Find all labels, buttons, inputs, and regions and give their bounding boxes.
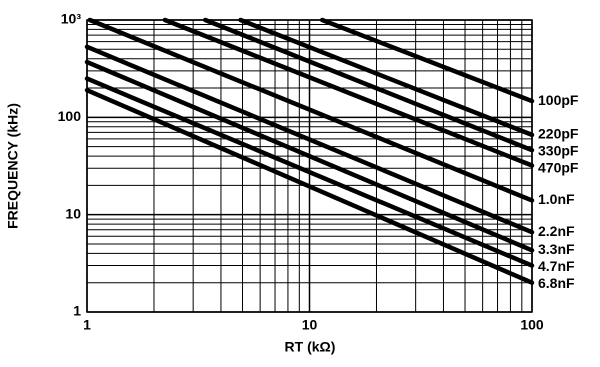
series-line <box>84 87 535 285</box>
series-line <box>238 17 535 138</box>
series-line <box>84 44 535 235</box>
y-tick-label: 10 <box>65 205 81 221</box>
y-tick-label: 10³ <box>61 11 82 27</box>
series-label: 100pF <box>538 92 579 108</box>
series-label: 330pF <box>538 143 579 159</box>
series-line <box>203 17 535 153</box>
series-label: 3.3nF <box>538 241 575 257</box>
series-line <box>319 17 535 104</box>
x-axis-title: RT (kΩ) <box>285 339 336 355</box>
x-tick-label: 100 <box>520 317 544 333</box>
y-tick-label: 1 <box>73 303 81 319</box>
series-label: 220pF <box>538 126 579 142</box>
series-line <box>162 17 535 168</box>
series-label: 4.7nF <box>538 258 575 274</box>
y-axis-title: FREQUENCY (kHz) <box>5 103 21 229</box>
series-line <box>87 17 535 203</box>
series-line <box>84 76 535 268</box>
x-tick-label: 10 <box>302 317 318 333</box>
series-label: 6.8nF <box>538 275 575 291</box>
series-label: 2.2nF <box>538 223 575 239</box>
series-label: 1.0nF <box>538 191 575 207</box>
x-tick-label: 1 <box>83 317 91 333</box>
series-label: 470pF <box>538 160 579 176</box>
series-line <box>84 59 535 253</box>
y-tick-label: 100 <box>58 108 82 124</box>
